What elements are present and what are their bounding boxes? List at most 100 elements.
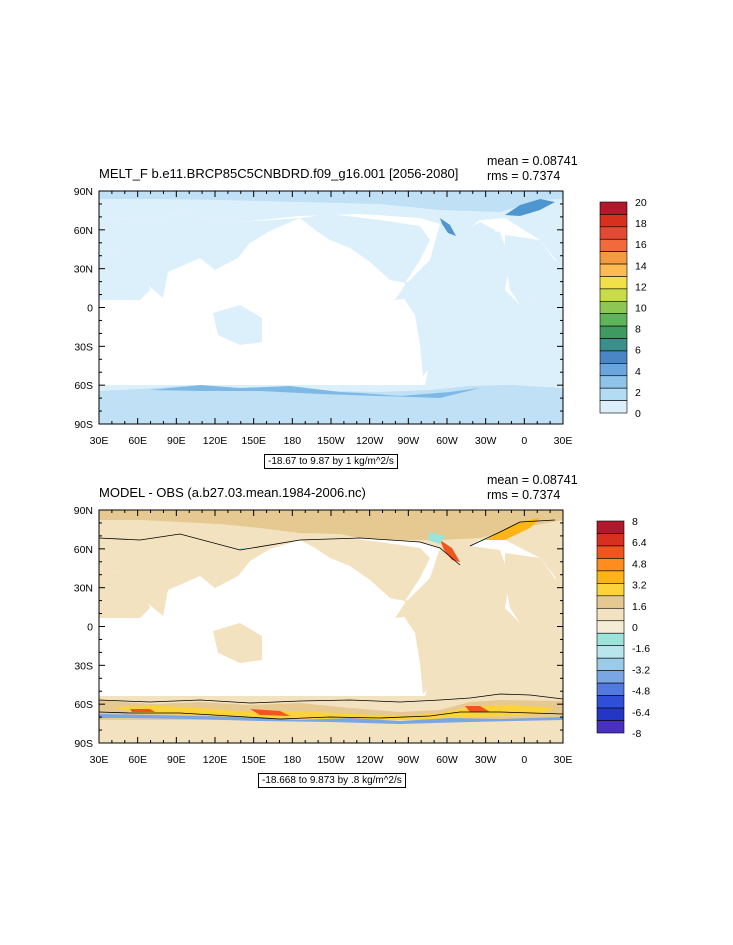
panel-2-lon-label: 120E — [203, 754, 228, 766]
panel-2-range-label: -18.668 to 9.873 by .8 kg/m^2/s — [258, 773, 406, 788]
panel-1-colorbar-label: 14 — [635, 260, 647, 272]
panel-1-colorbar-label: 0 — [635, 408, 641, 420]
panel-1-colorbar-swatch — [599, 338, 628, 352]
panel-1-lon-label: 150E — [241, 435, 266, 447]
panel-1-colorbar-label: 18 — [635, 218, 647, 230]
panel-1-colorbar-swatch — [599, 325, 628, 339]
panel-2-colorbar-swatch — [596, 595, 625, 609]
panel-2-lat-label: 0 — [87, 622, 93, 634]
panel-2-lat-label: 60S — [74, 699, 93, 711]
panel-2-colorbar-swatch — [596, 545, 625, 559]
panel-2-colorbar-swatch — [596, 720, 625, 734]
panel-2-colorbar-label: 1.6 — [632, 601, 647, 613]
panel-1-colorbar-swatch — [599, 238, 628, 252]
panel-1-colorbar-label: 4 — [635, 366, 641, 378]
panel-2-colorbar-label: -3.2 — [632, 664, 650, 676]
panel-1-rms: rms = 0.7374 — [487, 169, 561, 183]
panel-1-colorbar-swatch — [599, 350, 628, 364]
panel-2-colorbar-swatch — [596, 533, 625, 547]
panel-1-colorbar-swatch — [599, 400, 628, 414]
panel-2-lat-label: 90N — [74, 505, 93, 517]
panel-1-colorbar-label: 6 — [635, 345, 641, 357]
panel-2-lon-label: 30E — [90, 754, 109, 766]
panel-1-lat-label: 0 — [87, 303, 93, 315]
panel-2-colorbar-swatch — [596, 707, 625, 721]
panel-2-lon-label: 180 — [284, 754, 302, 766]
baffin-positive — [440, 540, 460, 562]
panel-1-colorbar-swatch — [599, 263, 628, 277]
panel-1-mean: mean = 0.08741 — [487, 154, 578, 168]
axis-ticks: 90N 60N 30N 0 30S 60S 90S 30E 60E 90E 120E 150E 180 1… — [74, 505, 573, 766]
panel-2-lat-label: 30N — [74, 583, 93, 595]
panel-1-colorbar-swatch — [599, 276, 628, 290]
panel-1-lon-label: 0 — [521, 435, 527, 447]
panel-2-colorbar-label: 6.4 — [632, 537, 647, 549]
panel-1-colorbar-label: 16 — [635, 239, 647, 251]
panel-2-colorbar-swatch — [596, 620, 625, 634]
panel-2-colorbar-label: 8 — [632, 516, 638, 528]
diff-land-masses — [99, 534, 556, 694]
panel-1-colorbar-swatch — [599, 251, 628, 265]
panel-1-colorbar-swatch — [599, 363, 628, 377]
panel-1-lon-label: 60W — [436, 435, 458, 447]
panel-2-colorbar-swatch — [596, 570, 625, 584]
panel-2-rms: rms = 0.7374 — [487, 488, 561, 502]
panel-1-colorbar-label: 20 — [635, 197, 647, 209]
panel-1-lat-label: 90S — [74, 419, 93, 431]
panel-2-colorbar-swatch — [596, 670, 625, 684]
panel-1-lon-label: 90E — [167, 435, 186, 447]
panel-2-colorbar-swatch — [596, 607, 625, 622]
panel-1-lon-label: 180 — [284, 435, 302, 447]
colorbar-2: 8 6.4 4.8 3.2 1.6 0 -1.6 -3.2 -4.8 -6.4 -8 — [596, 516, 650, 740]
panel-1-title: MELT_F b.e11.BRCP85C5CNBDRD.f09_g16.001 … — [99, 166, 459, 181]
map-panel-1: 90N 60N 30N 0 30S 60S 90S 30E 60E 90E 120E 150E 180 1… — [74, 186, 573, 447]
panel-1-lat-label: 60N — [74, 225, 93, 237]
panel-1-lat-label: 90N — [74, 186, 93, 198]
panel-1-colorbar-swatch — [599, 288, 628, 302]
panel-1-range-label: -18.67 to 9.87 by 1 kg/m^2/s — [264, 454, 398, 469]
panel-2-colorbar-swatch — [596, 583, 625, 597]
panel-2-lon-label: 90E — [167, 754, 186, 766]
panel-2-colorbar-label: 3.2 — [632, 580, 647, 592]
panel-2-colorbar-swatch — [596, 657, 625, 671]
panel-2-colorbar-label: -4.8 — [632, 686, 650, 698]
panel-1-lat-label: 30N — [74, 264, 93, 276]
panel-1-lon-label: 30E — [554, 435, 573, 447]
panel-2-lat-label: 30S — [74, 660, 93, 672]
panel-2-colorbar-swatch — [596, 632, 625, 647]
antarctic-melt-strong — [150, 385, 480, 398]
southern-negative-edge — [99, 714, 563, 724]
panel-2-lon-label: 30E — [554, 754, 573, 766]
panel-1-lon-label: 60E — [128, 435, 147, 447]
panel-1-lat-label: 60S — [74, 380, 93, 392]
panel-1-colorbar-label: 12 — [635, 281, 647, 293]
panel-2-mean: mean = 0.08741 — [487, 473, 578, 487]
panel-1-lon-label: 30W — [475, 435, 497, 447]
panel-1-lat-label: 30S — [74, 341, 93, 353]
panel-1-colorbar-swatch — [599, 387, 628, 401]
panel-2-colorbar-label: -8 — [632, 728, 641, 740]
panel-1-lon-label: 120W — [356, 435, 384, 447]
panel-1-colorbar-swatch — [599, 300, 628, 315]
panel-2-lat-label: 90S — [74, 738, 93, 750]
zero-contour-south — [98, 693, 564, 704]
zero-contour-antarctic — [98, 711, 564, 720]
panel-2-colorbar-swatch — [596, 695, 625, 709]
southern-positive-strong — [110, 705, 555, 720]
panel-2-colorbar-label: 0 — [632, 622, 638, 634]
panel-1-colorbar-swatch — [599, 313, 628, 327]
panel-2-lon-label: 90W — [398, 754, 420, 766]
canadian-arctic-melt — [440, 218, 456, 236]
zero-contour-arctic — [98, 519, 556, 566]
panel-2-lon-label: 150E — [241, 754, 266, 766]
panel-1-lon-label: 150W — [317, 435, 345, 447]
panel-2-colorbar-label: 4.8 — [632, 558, 647, 570]
panel-1-lon-label: 90W — [398, 435, 420, 447]
panel-2-colorbar-swatch — [596, 682, 625, 696]
panel-2-lon-label: 30W — [475, 754, 497, 766]
panel-2-colorbar-label: -6.4 — [632, 707, 650, 719]
panel-1-lon-label: 30E — [90, 435, 109, 447]
panel-1-colorbar-label: 2 — [635, 387, 641, 399]
panel-2-title: MODEL - OBS (a.b27.03.mean.1984-2006.nc) — [99, 485, 366, 500]
